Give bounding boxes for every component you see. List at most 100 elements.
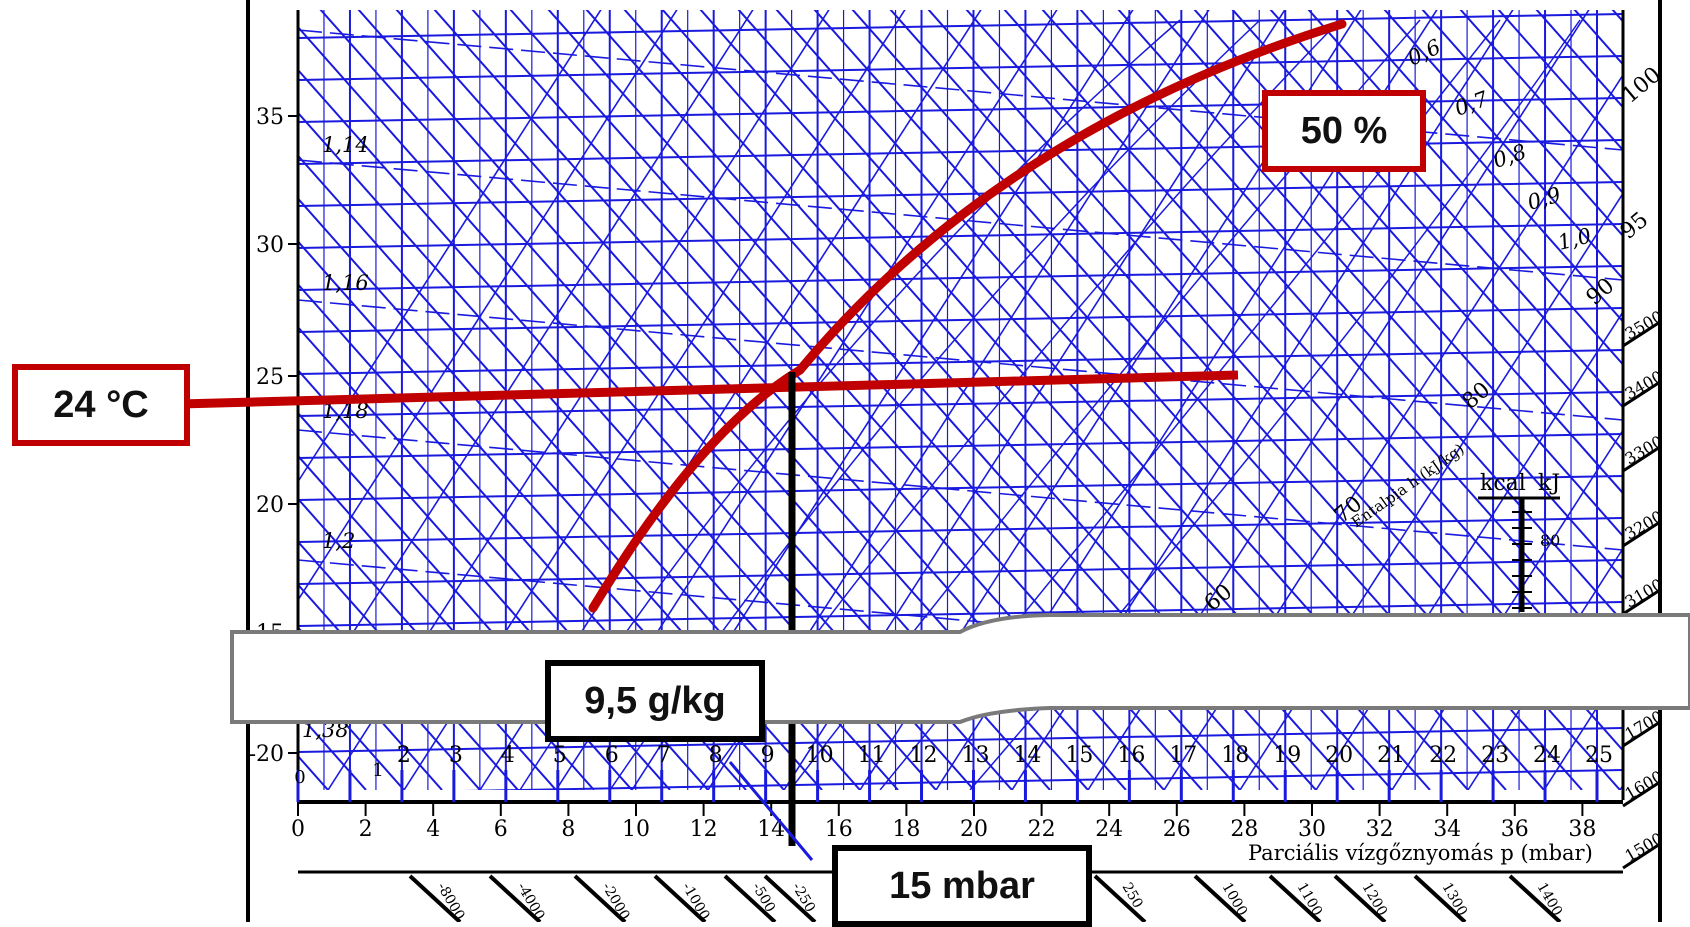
pressure-tick-label: 32: [1366, 817, 1394, 842]
pressure-tick-label: 10: [622, 817, 650, 842]
temperature-tick-label: 20: [256, 493, 284, 518]
moisture-tick-label: 19: [1273, 743, 1301, 768]
temperature-callout: 24 °C: [12, 364, 190, 446]
bottom-scale-tick: [1093, 874, 1147, 922]
enthalpy-gridline: [1421, 10, 1623, 238]
moisture-tick-label: 7: [657, 743, 671, 768]
isotherm-gridline: [298, 349, 1623, 375]
moisture-tick-label: 18: [1221, 743, 1249, 768]
bottom-scale-tick: [1413, 874, 1467, 922]
density-dashed-line: [298, 429, 1623, 551]
moisture-tick-label: 13: [961, 743, 989, 768]
vapour-pressure-callout: 15 mbar: [832, 845, 1092, 927]
enthalpy-tick-label: 95: [1616, 207, 1654, 244]
pressure-tick-label: 16: [825, 817, 853, 842]
relative-humidity-50-curve: [588, 19, 1347, 613]
relative-humidity-label: 0,9: [1525, 183, 1564, 215]
temperature-tick-label: -20: [249, 742, 284, 767]
isotherm-gridline: [298, 475, 1623, 501]
moisture-tick-label: 15: [1065, 743, 1093, 768]
relative-humidity-label: 1,0: [1555, 223, 1593, 254]
pressure-tick-label: 30: [1298, 817, 1326, 842]
chart-break-banner: [230, 613, 1690, 724]
moisture-content-callout: 9,5 g/kg: [545, 660, 765, 742]
kj-label: kJ: [1538, 471, 1560, 496]
moisture-tick-label: 24: [1533, 743, 1561, 768]
bottom-scale-tick: [1193, 874, 1247, 922]
moisture-tick-label: 6: [605, 743, 619, 768]
pressure-tick-label: 2: [359, 817, 373, 842]
moisture-tick-label: 12: [910, 743, 938, 768]
isotherm-gridline: [298, 55, 1623, 81]
enthalpy-tick-label: 80: [1458, 377, 1496, 414]
isotherm-gridline: [298, 13, 1623, 39]
pressure-tick-label: 18: [892, 817, 920, 842]
isotherm-gridline: [298, 307, 1623, 333]
isotherm-gridline: [298, 223, 1623, 249]
enthalpy-gridline: [1079, 10, 1623, 624]
moisture-tick-label: 25: [1585, 743, 1613, 768]
pressure-tick-label: 4: [426, 817, 440, 842]
enthalpy-gridline: [1383, 10, 1623, 281]
moisture-tick-label: 16: [1117, 743, 1145, 768]
right-scale-tick: [1622, 588, 1661, 616]
enthalpy-tick-label: 60: [1200, 579, 1238, 616]
moisture-tick-label: 14: [1013, 743, 1041, 768]
temperature-tick-label: 25: [256, 365, 284, 390]
pressure-tick-label: 34: [1433, 817, 1461, 842]
isotherm-gridline: [298, 601, 1623, 627]
moisture-tick-label: 0: [294, 767, 305, 788]
kcal-label: kcal: [1480, 471, 1526, 496]
right-scale-tick: [1622, 380, 1661, 408]
bottom-scale-tick: [653, 874, 707, 922]
right-scale-tick: [1622, 780, 1661, 808]
moisture-tick-label: 23: [1481, 743, 1509, 768]
pressure-tick-label: 22: [1028, 817, 1056, 842]
isotherm-gridline: [298, 391, 1623, 417]
moisture-tick-label: 5: [553, 743, 567, 768]
pressure-tick-label: 38: [1568, 817, 1596, 842]
bottom-scale-tick: [723, 874, 777, 922]
moisture-tick-label: 22: [1429, 743, 1457, 768]
density-gridline: [298, 10, 602, 484]
moisture-tick-label: 21: [1377, 743, 1405, 768]
moisture-tick-label: 2: [397, 743, 411, 768]
bottom-scale-tick: [488, 874, 542, 922]
density-label: 1,14: [322, 133, 369, 157]
moisture-tick-label: 8: [709, 743, 723, 768]
enthalpy-gridline: [1497, 10, 1623, 152]
moisture-tick-label: 11: [858, 743, 886, 768]
right-scale-tick: [1622, 320, 1661, 348]
temperature-tick-label: 30: [256, 233, 284, 258]
pressure-tick-label: 36: [1501, 817, 1529, 842]
right-scale-tick: [1622, 520, 1661, 548]
enthalpy-gridline: [1117, 10, 1623, 581]
pressure-axis-label: Parciális vízgőznyomás p (mbar): [1248, 841, 1593, 865]
moisture-tick-label: 17: [1169, 743, 1197, 768]
bottom-scale-tick: [1268, 874, 1322, 922]
bottom-scale-tick: [1508, 874, 1562, 922]
pressure-tick-label: 24: [1095, 817, 1123, 842]
density-dashed-line: [298, 299, 1623, 421]
moisture-tick-label: 20: [1325, 743, 1353, 768]
pressure-tick-label: 20: [960, 817, 988, 842]
bottom-scale-tick: [763, 874, 817, 922]
enthalpy-gridline: [1345, 10, 1623, 324]
density-label: 1,2: [322, 529, 355, 553]
pressure-tick-label: 8: [561, 817, 575, 842]
pressure-tick-label: 6: [494, 817, 508, 842]
moisture-tick-label: 4: [501, 743, 515, 768]
moisture-tick-label: 9: [761, 743, 775, 768]
pressure-tick-label: 28: [1230, 817, 1258, 842]
density-dashed-line: [298, 159, 1623, 281]
pressure-tick-label: 26: [1163, 817, 1191, 842]
enthalpy-gridline: [1459, 10, 1623, 195]
density-gridline: [298, 10, 678, 602]
density-label: 1,16: [322, 271, 369, 295]
right-scale-tick: [1622, 720, 1661, 748]
isotherm-gridline: [298, 433, 1623, 459]
isotherm-gridline: [298, 517, 1623, 543]
relative-humidity-callout: 50 %: [1262, 90, 1426, 172]
bottom-scale-tick: [408, 874, 462, 922]
